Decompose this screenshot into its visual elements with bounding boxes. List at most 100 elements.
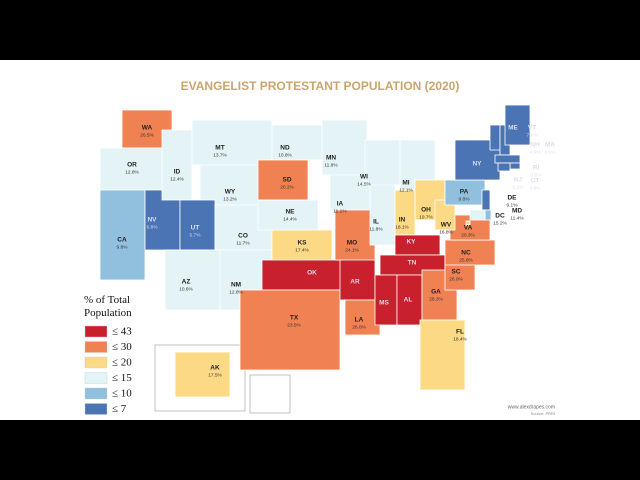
state-value: 6.8% [147,224,159,230]
state-value: 12.8% [125,169,139,175]
legend-swatch [84,341,108,353]
state-code: CA [117,237,127,244]
state-code: IA [337,201,344,208]
state-value: 11.4% [510,215,524,221]
state-code: ND [280,145,290,152]
state-code: NE [285,209,295,216]
legend-label: ≤ 43 [112,326,132,338]
legend-swatch [84,387,108,400]
state [99,189,146,281]
state [504,104,531,146]
state-code: VA [464,225,473,232]
state [344,299,381,336]
state-code: SC [451,269,460,276]
state-code: IL [373,219,379,226]
state-value: 14.4% [283,216,297,222]
legend-label: ≤ 7 [112,403,127,415]
state-code: MI [402,180,409,187]
state-value: 3.6% [545,149,557,155]
state-value: 18.4% [453,336,467,342]
state [339,259,376,301]
legend-swatch [84,325,108,338]
state-value: 26.0% [352,324,366,330]
state [321,119,368,176]
state-value: 20.3% [461,232,475,238]
state [484,209,492,221]
state [481,189,491,211]
state-value: 3.8% [531,172,543,178]
state-value: 14.5% [357,181,371,187]
state [509,162,521,170]
state [364,139,401,186]
state-value: 25.8% [459,257,473,263]
legend-swatch [84,356,108,369]
state-code: DE [507,195,517,202]
state-code: NV [147,217,157,224]
state-code: CT [531,178,540,185]
state-code: IN [399,217,406,224]
state [489,124,501,151]
state-code: AK [210,365,220,372]
state-code: WI [360,174,368,181]
state-code: NJ [514,177,523,184]
state [334,209,376,261]
state [465,220,471,226]
state-code: CO [238,233,248,240]
inset-frame [154,344,246,412]
legend-label: ≤ 10 [112,388,132,400]
state-code: SD [282,177,291,184]
state-value: 9.8% [117,244,129,250]
state [497,162,511,172]
state [271,124,323,161]
state-value: 18.1% [395,224,409,230]
state-code: NH [530,142,540,149]
state-code: WV [441,222,452,229]
state-code: WY [225,189,236,196]
state-code: MS [379,300,389,307]
state-code: MT [215,145,224,152]
state [419,319,466,391]
state-value: 13.7% [213,152,227,158]
state-code: NM [231,282,241,289]
site: www.alexdrapes.com [508,404,555,410]
state-code: MA [545,142,555,149]
state-value: 11.8% [324,162,338,168]
state-value: 16.8% [439,229,453,235]
state [257,199,319,231]
state [261,259,343,291]
state-code: OK [307,270,317,277]
state-value: 15.2% [493,220,507,226]
state-value: 12.8% [229,289,243,295]
state-value: 11.8% [369,226,383,232]
state [469,209,486,221]
state-code: MN [326,155,336,162]
legend-swatch [84,372,108,384]
state [444,239,496,266]
state-value: 19.7% [419,214,433,220]
state-value: 9.1% [507,202,519,208]
state-value: 24.1% [345,247,359,253]
state-code: TX [290,315,299,322]
state-code: ID [174,169,181,176]
state-code: AR [350,279,360,286]
state-value: 17.4% [295,247,309,253]
state-value: 9.8% [459,196,471,202]
state [239,289,341,371]
state-value: 10.6% [179,286,193,292]
legend-label: ≤ 30 [112,341,132,353]
state-value: 5.7% [190,232,202,238]
state [164,249,221,311]
state-code: MO [347,240,357,247]
state [394,234,441,256]
state [257,159,309,201]
state-value: 11.7% [236,240,250,246]
state [174,351,231,398]
state-code: AL [404,297,413,304]
state-code: NC [461,250,471,257]
legend-swatch [84,403,108,415]
legend-label: ≤ 20 [112,357,132,369]
state-value: 28.3% [429,296,443,302]
state-value: 20.2% [280,184,294,190]
state-code: NY [472,161,482,168]
